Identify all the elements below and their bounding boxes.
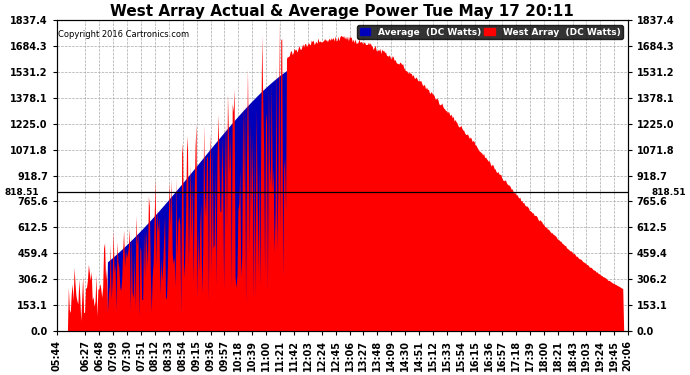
Legend: Average  (DC Watts), West Array  (DC Watts): Average (DC Watts), West Array (DC Watts… xyxy=(357,25,623,39)
Text: 818.51: 818.51 xyxy=(651,188,686,197)
Text: 818.51: 818.51 xyxy=(4,188,39,197)
Title: West Array Actual & Average Power Tue May 17 20:11: West Array Actual & Average Power Tue Ma… xyxy=(110,4,574,19)
Text: Copyright 2016 Cartronics.com: Copyright 2016 Cartronics.com xyxy=(58,30,189,39)
